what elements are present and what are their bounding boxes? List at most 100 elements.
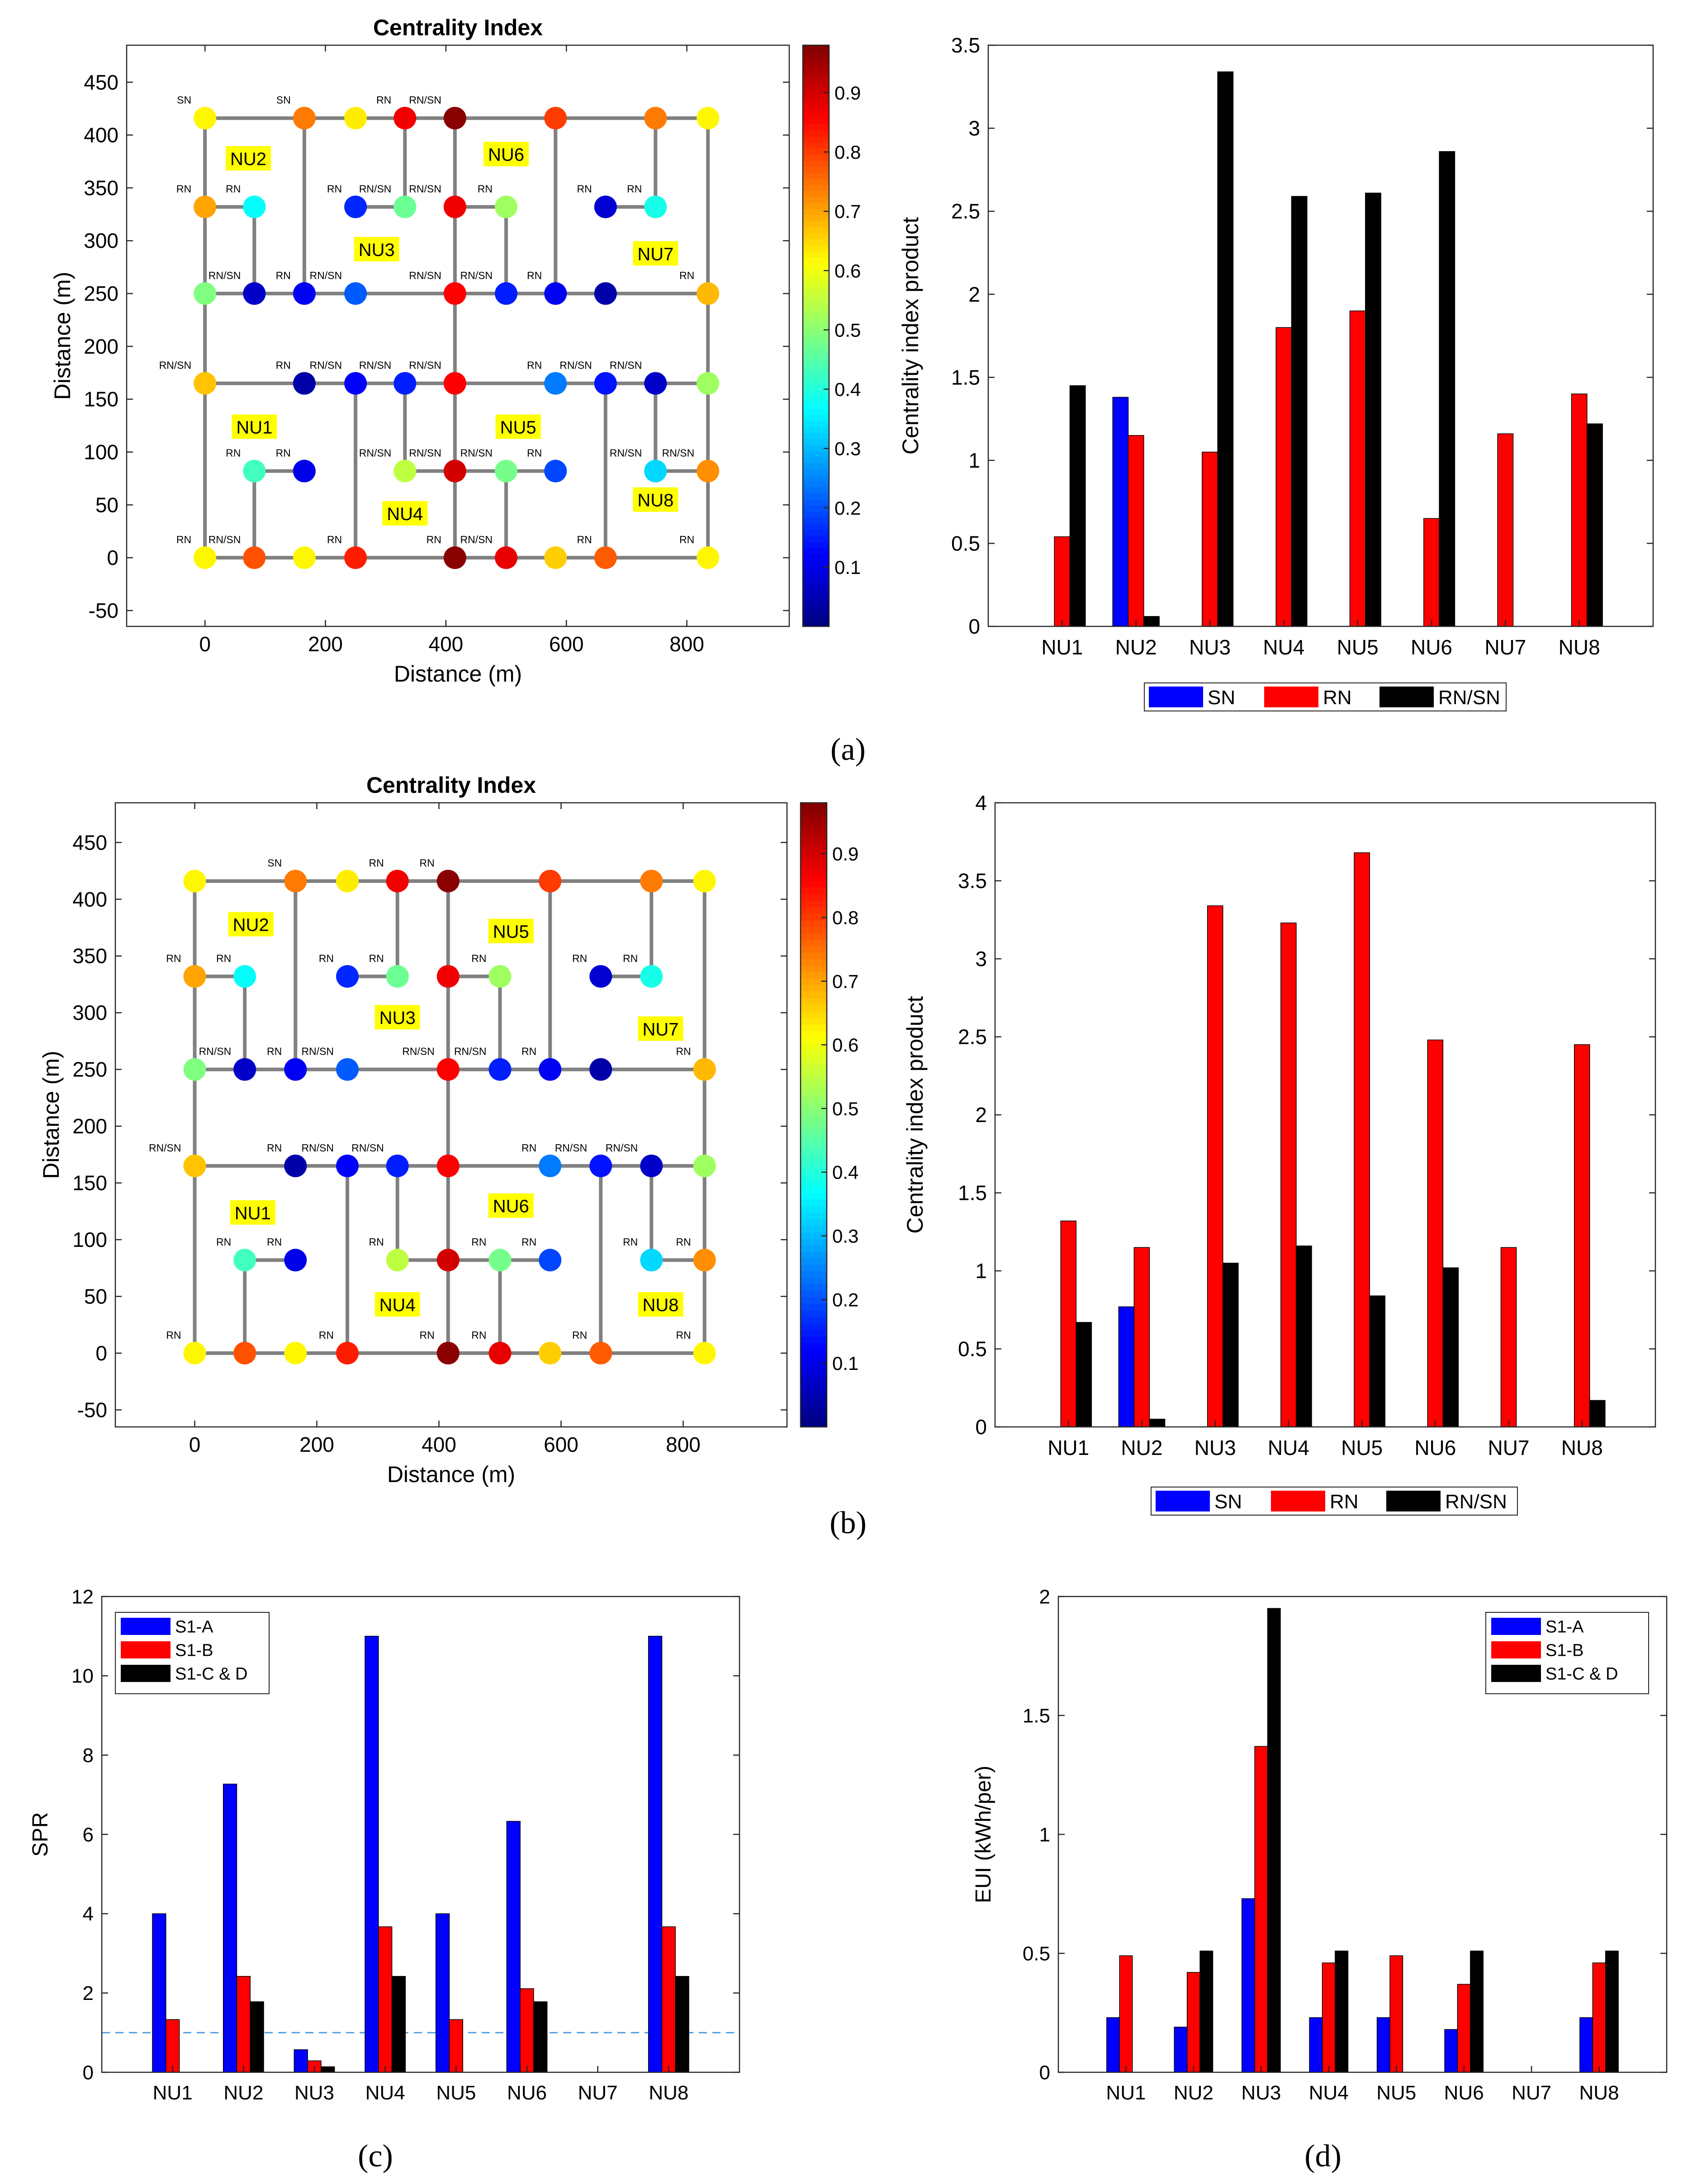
colorbar-segment — [803, 439, 829, 445]
y-tick-label: 10 — [71, 1665, 94, 1687]
legend-swatch — [1379, 687, 1434, 707]
colorbar-tick-label: 0.7 — [834, 201, 861, 222]
colorbar-segment — [803, 378, 829, 385]
colorbar-segment — [801, 1160, 827, 1167]
x-tick-label: NU6 — [1411, 635, 1452, 659]
node-label: RN — [216, 1236, 231, 1248]
network-node — [644, 195, 667, 218]
colorbar-segment — [801, 1310, 827, 1317]
network-node — [693, 870, 716, 893]
colorbar-segment — [801, 1004, 827, 1011]
network-node — [539, 1341, 562, 1364]
colorbar-segment — [803, 402, 829, 409]
network-node — [436, 870, 460, 893]
network-node — [243, 282, 266, 305]
node-label: RN/SN — [209, 270, 241, 281]
y-tick-label: 0.5 — [1023, 1942, 1050, 1965]
x-tick-label: NU2 — [1121, 1436, 1162, 1459]
node-label: RN/SN — [159, 360, 192, 371]
node-label: RN/SN — [662, 447, 695, 459]
colorbar-segment — [803, 336, 829, 342]
bar-s1-a — [435, 1913, 450, 2073]
colorbar-segment — [803, 130, 829, 137]
network-node — [436, 965, 460, 988]
bar-rn-sn — [1296, 1246, 1312, 1427]
colorbar-segment — [803, 372, 829, 379]
bar-s1-a — [1376, 2017, 1390, 2073]
network-node — [539, 1058, 562, 1081]
colorbar-segment — [801, 1258, 827, 1265]
bar-rn-sn — [1222, 1263, 1239, 1427]
colorbar-segment — [801, 1290, 827, 1298]
network-node — [336, 1154, 359, 1177]
area-label-bg — [228, 912, 274, 937]
x-tick-label: 600 — [544, 1433, 578, 1456]
colorbar-segment — [803, 481, 829, 488]
colorbar-segment — [803, 517, 829, 524]
colorbar-segment — [803, 275, 829, 282]
colorbar-tick-label: 0.9 — [834, 82, 861, 104]
x-tick-label: NU8 — [1559, 635, 1600, 659]
network-node — [183, 1058, 206, 1081]
colorbar-segment — [803, 578, 829, 585]
y-tick-label: 3.5 — [958, 869, 987, 893]
colorbar-segment — [801, 894, 827, 901]
colorbar-segment — [803, 445, 829, 451]
colorbar-segment — [801, 900, 827, 907]
node-label: RN — [176, 183, 191, 194]
colorbar-segment — [801, 822, 827, 829]
bar-rn — [1571, 393, 1588, 627]
network-node — [183, 1341, 206, 1364]
bar-rn — [1423, 518, 1440, 627]
colorbar-segment — [803, 523, 829, 530]
x-tick-label: 200 — [308, 632, 343, 656]
colorbar-segment — [801, 1232, 827, 1239]
network-node — [697, 107, 720, 130]
colorbar-frame — [800, 802, 828, 1428]
network-node — [589, 1341, 612, 1364]
y-tick-label: 0.5 — [951, 532, 980, 555]
bar-s1-c-d — [675, 1976, 689, 2073]
network-node — [697, 372, 720, 395]
bar-rn — [1054, 536, 1071, 627]
legend-label: S1-B — [175, 1641, 213, 1660]
colorbar-segment — [803, 590, 829, 597]
bar-s1-b — [520, 1988, 534, 2073]
colorbar-segment — [803, 112, 829, 118]
node-label: RN/SN — [199, 1046, 232, 1057]
network-node — [539, 1154, 562, 1177]
y-tick-label: 300 — [84, 229, 119, 252]
area-label: NU4 — [379, 1295, 416, 1315]
network-node — [594, 372, 617, 395]
y-tick-label: 1.5 — [951, 365, 980, 389]
caption-d: (d) — [1304, 2139, 1341, 2174]
caption-c: (c) — [358, 2139, 393, 2174]
colorbar-segment — [803, 184, 829, 191]
network-node — [644, 372, 667, 395]
area-label: NU2 — [230, 149, 266, 169]
node-label: RN/SN — [402, 1046, 435, 1057]
bar-s1-a — [1174, 2027, 1188, 2073]
colorbar-segment — [801, 1251, 827, 1259]
bar-s1-b — [236, 1976, 251, 2073]
bar-rn — [1207, 905, 1223, 1427]
node-label: RN — [276, 360, 291, 371]
colorbar-segment — [803, 511, 829, 518]
colorbar-segment — [801, 1336, 827, 1343]
network-node — [544, 372, 567, 395]
network-node — [284, 1249, 307, 1272]
bar-s1-c-d — [1470, 1950, 1484, 2073]
colorbar-segment — [803, 293, 829, 300]
colorbar-tick-label: 0.5 — [832, 1098, 858, 1119]
colorbar-segment — [803, 475, 829, 482]
legend-swatch — [1271, 1491, 1325, 1511]
colorbar-segment — [803, 384, 829, 391]
x-tick-label: NU1 — [1048, 1436, 1089, 1459]
area-label-bg — [484, 142, 529, 166]
network-node — [393, 372, 417, 395]
y-tick-label: 400 — [72, 887, 107, 911]
colorbar-segment — [801, 1264, 827, 1271]
colorbar-segment — [801, 803, 827, 810]
y-tick-label: 8 — [83, 1744, 94, 1767]
x-tick-label: NU5 — [436, 2082, 476, 2104]
